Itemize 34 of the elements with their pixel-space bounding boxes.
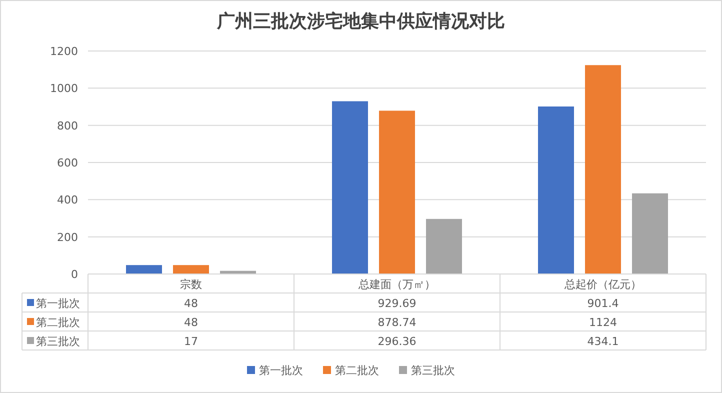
bar <box>173 265 209 274</box>
bar <box>632 193 668 274</box>
data-label: 878.74 <box>378 316 416 329</box>
x-tick-label: 总建面（万㎡） <box>358 278 436 291</box>
text: 第三批次 <box>36 335 80 348</box>
data-label: 929.69 <box>378 297 416 310</box>
bar <box>332 101 368 274</box>
y-tick-label: 800 <box>57 119 78 132</box>
data-label: 48 <box>184 297 198 310</box>
bar <box>126 265 162 274</box>
bar <box>379 110 415 274</box>
text: 第一批次 <box>259 364 303 377</box>
data-label: 434.1 <box>587 335 619 348</box>
x-tick-label: 总起价（亿元） <box>564 278 642 291</box>
y-tick-label: 0 <box>71 268 78 281</box>
x-tick-label: 宗数 <box>180 278 202 291</box>
y-tick-label: 1200 <box>50 45 78 58</box>
bar <box>426 218 462 274</box>
y-tick-label: 400 <box>57 194 78 207</box>
data-label: 17 <box>184 335 198 348</box>
legend-label: 第三批次 <box>411 364 455 377</box>
legend-label: 第一批次 <box>36 297 80 310</box>
data-label: 901.4 <box>587 297 619 310</box>
y-tick-label: 200 <box>57 230 78 244</box>
legend-label: 第二批次 <box>335 364 379 377</box>
y-tick-label: 1000 <box>50 82 78 96</box>
bar <box>585 65 621 274</box>
text: 第二批次 <box>36 316 80 329</box>
y-tick-label: 600 <box>57 156 78 170</box>
data-label: 1124 <box>589 316 617 329</box>
data-label: 48 <box>184 316 198 329</box>
bar <box>538 106 574 274</box>
data-label: 296.36 <box>378 335 416 348</box>
chart-title: 广州三批次涉宅地集中供应情况对比 <box>216 11 505 32</box>
